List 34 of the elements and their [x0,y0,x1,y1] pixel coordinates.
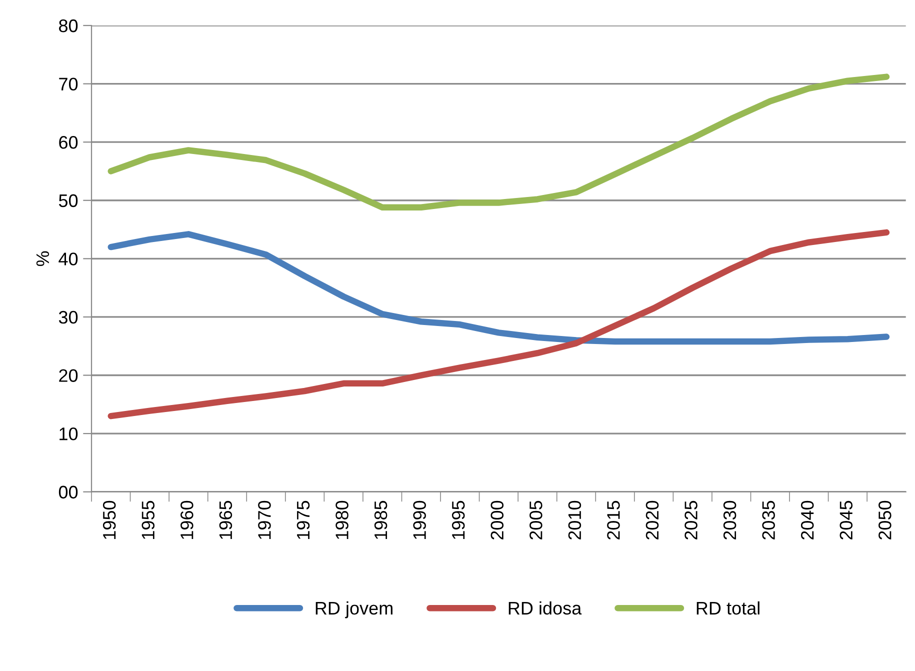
x-tick-label: 1970 [258,500,271,539]
y-tick-label: 20 [59,369,78,382]
x-tick-label: 1975 [296,500,310,539]
x-tick-label: 1965 [219,500,232,539]
x-tick-label: 2005 [530,500,542,540]
x-tick-label: 1980 [336,500,348,539]
legend-label: RD total [696,601,760,615]
x-tick-label: 2010 [568,500,582,540]
legend-label: RD idosa [508,601,582,615]
x-tick-label: 1985 [374,500,388,539]
y-tick-label: 80 [59,19,78,32]
y-tick-label: 30 [58,310,78,324]
y-tick-label: 70 [59,78,78,91]
x-tick-label: 2020 [646,500,659,540]
y-tick-label: 50 [58,194,78,208]
y-tick-label: 10 [60,427,78,440]
x-tick-label: 1955 [142,500,155,539]
x-tick-label: 1990 [413,500,426,539]
x-tick-label: 2015 [607,500,620,540]
x-tick-label: 2035 [762,500,775,540]
x-tick-label: 1995 [452,500,465,539]
x-tick-label: 1960 [180,500,194,539]
x-tick-label: 2000 [490,500,504,540]
y-tick-label: 40 [58,252,78,266]
y-tick-label: 60 [59,136,78,149]
x-tick-label: 2040 [800,500,814,540]
x-tick-label: 1950 [102,500,116,539]
x-tick-label: 2050 [878,500,892,540]
y-tick-label: 00 [58,486,78,499]
x-tick-label: 2025 [684,500,698,540]
x-tick-label: 2045 [840,500,853,540]
x-tick-label: 2030 [723,500,736,540]
legend-label: RD jovem [316,601,392,618]
y-axis-title: % [36,251,50,266]
